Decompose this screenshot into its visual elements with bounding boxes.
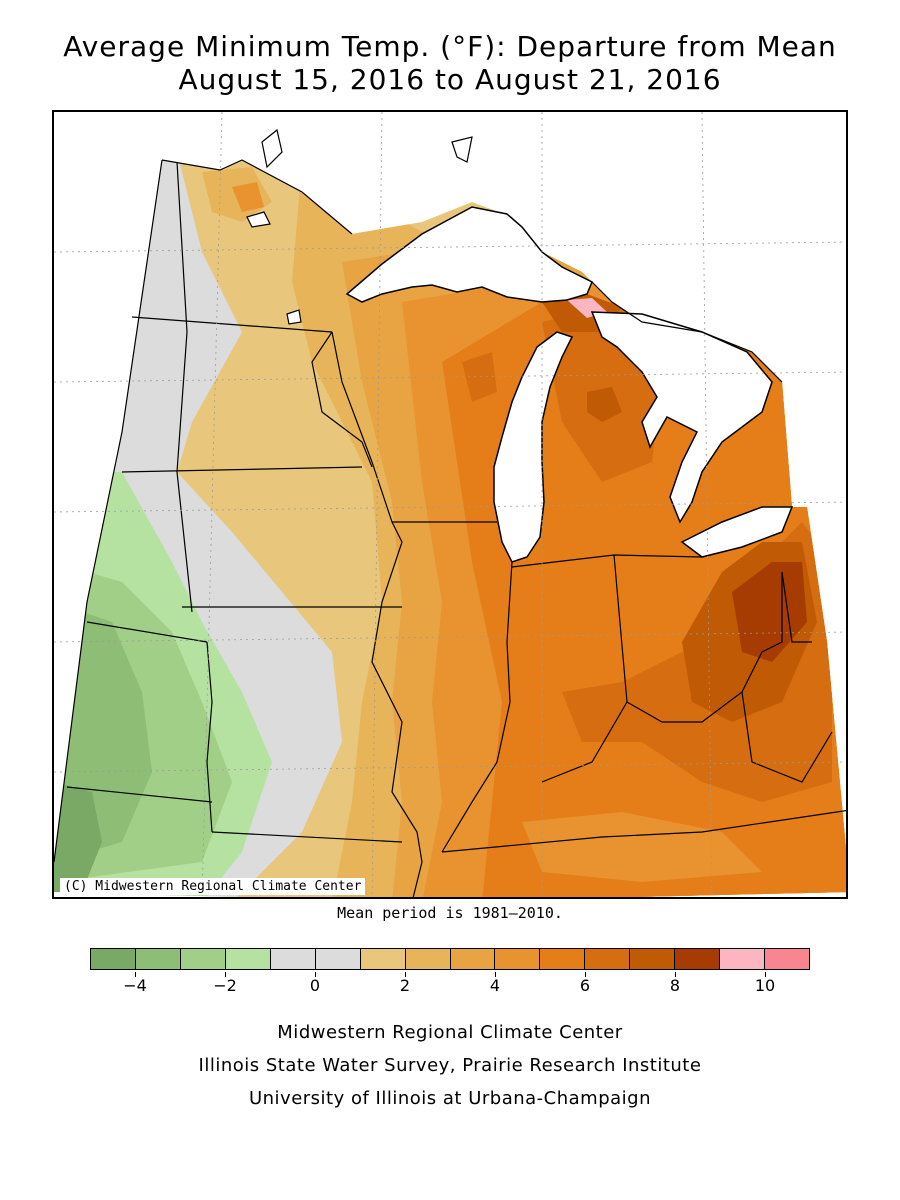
map-copyright-label: (C) Midwestern Regional Climate Center	[60, 878, 366, 895]
legend-tick-label: −4	[123, 976, 147, 995]
legend-tick-label: −2	[213, 976, 237, 995]
legend-swatch	[315, 949, 361, 969]
legend-tick-mark	[495, 972, 496, 977]
legend-tick-label: 4	[489, 976, 501, 995]
legend-tick-mark	[675, 972, 676, 977]
legend-tick-label: 10	[754, 976, 776, 995]
legend-tick-mark	[585, 972, 586, 977]
map-frame	[52, 110, 848, 899]
legend-swatch	[450, 949, 496, 969]
outline-north-shores	[161, 128, 783, 383]
legend-swatch	[765, 949, 809, 969]
map-title-line-2: August 15, 2016 to August 21, 2016	[178, 63, 722, 96]
domain-outline	[54, 159, 163, 863]
lake-erie	[680, 506, 794, 558]
state-borders	[66, 161, 846, 897]
credit-line-1: Midwestern Regional Climate Center	[277, 1022, 623, 1043]
legend-swatch	[405, 949, 451, 969]
legend-swatch	[495, 949, 541, 969]
mean-period-note: Mean period is 1981–2010.	[337, 904, 563, 922]
legend-tick-label: 6	[579, 976, 591, 995]
credit-line-3: University of Illinois at Urbana-Champai…	[248, 1088, 652, 1109]
legend-swatch	[91, 949, 136, 969]
legend-swatch	[585, 949, 631, 969]
legend-tick-mark	[405, 972, 406, 977]
legend-swatch	[135, 949, 181, 969]
legend-tick-label: 8	[669, 976, 681, 995]
graticule	[54, 112, 846, 897]
color-legend	[90, 948, 810, 970]
legend-tick-label: 2	[399, 976, 411, 995]
credit-line-2: Illinois State Water Survey, Prairie Res…	[198, 1055, 702, 1076]
legend-tick-label: 0	[309, 976, 321, 995]
temperature-departure-map	[54, 112, 846, 897]
legend-swatch	[540, 949, 586, 969]
lake-huron	[590, 311, 773, 524]
legend-tick-mark	[315, 972, 316, 977]
legend-swatch	[180, 949, 226, 969]
legend-tick-labels: −4 −2 0 2 4 6 8 10	[90, 972, 810, 996]
legend-swatch	[270, 949, 316, 969]
legend-tick-mark	[135, 972, 136, 977]
map-title-line-1: Average Minimum Temp. (°F): Departure fr…	[63, 30, 837, 63]
lake-superior	[345, 206, 593, 303]
legend-swatch	[225, 949, 271, 969]
legend-swatch	[630, 949, 676, 969]
legend-swatch	[360, 949, 406, 969]
legend-tick-mark	[765, 972, 766, 977]
legend-swatch	[720, 949, 766, 969]
legend-tick-mark	[225, 972, 226, 977]
legend-swatch	[675, 949, 721, 969]
